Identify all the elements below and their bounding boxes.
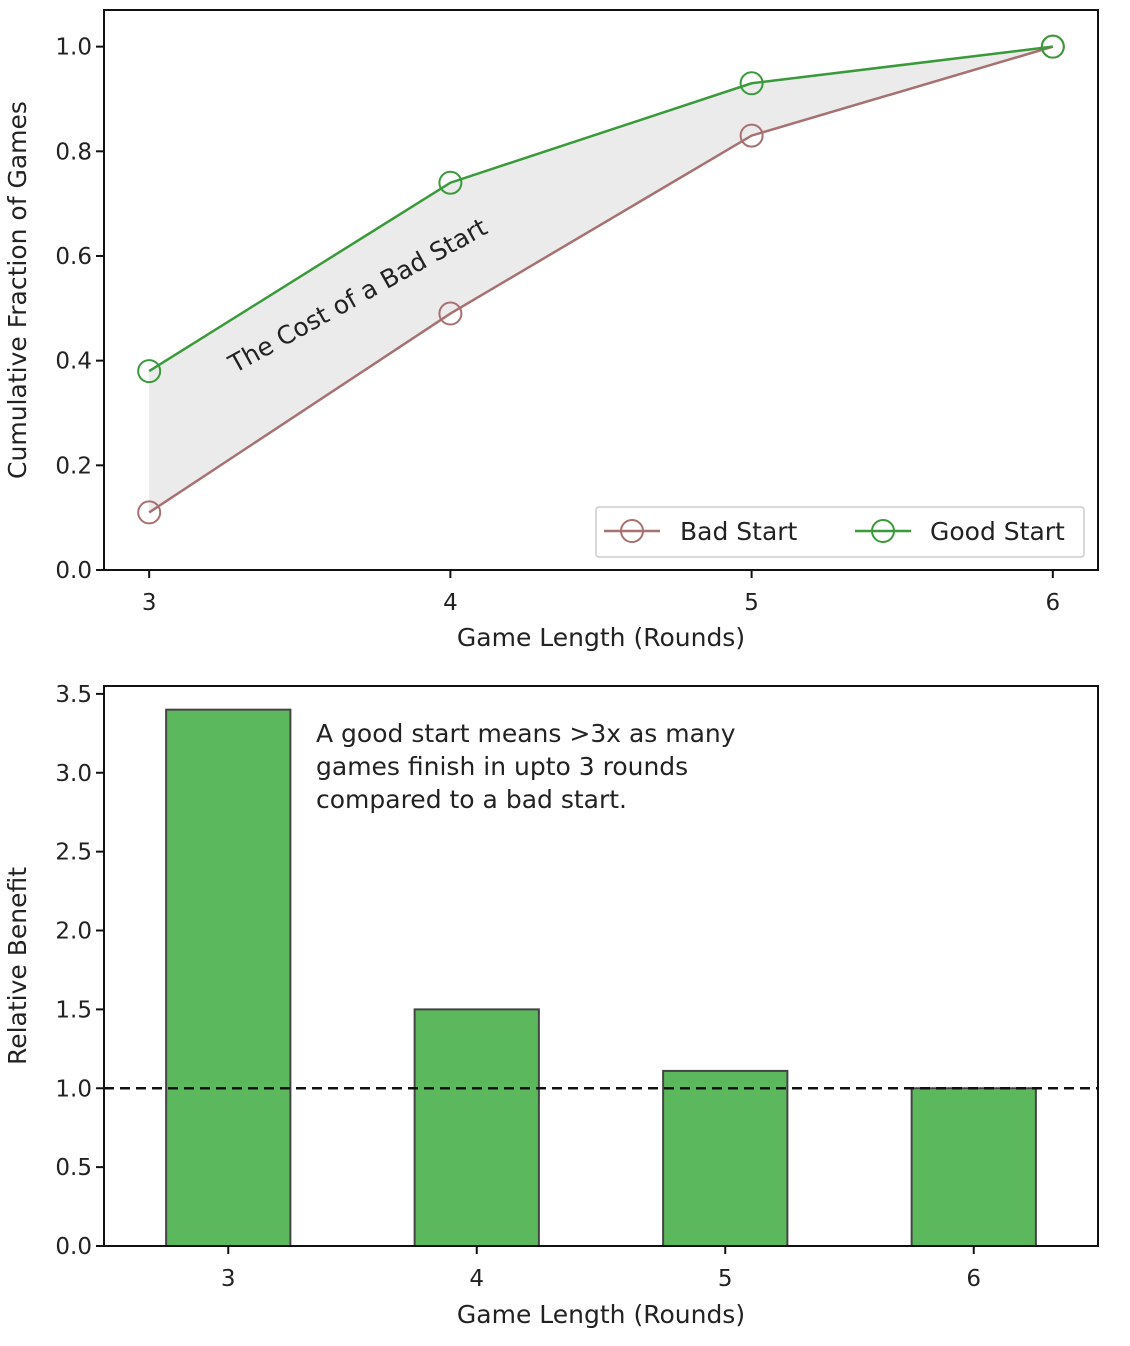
y-tick-label: 1.0 xyxy=(55,35,92,61)
bottom-axes-frame xyxy=(103,685,1099,1247)
bad-start-point xyxy=(137,500,162,525)
top-plot-area xyxy=(137,34,1065,525)
good-start-point xyxy=(137,359,162,384)
bottom-y-axis-label: Relative Benefit xyxy=(3,867,32,1065)
bottom-x-axis-label: Game Length (Rounds) xyxy=(457,1300,745,1329)
y-tick-label: 0.0 xyxy=(55,558,92,584)
y-tick-label: 0.4 xyxy=(55,349,92,375)
y-tick-label: 3.5 xyxy=(55,682,92,708)
bottom-plot-area xyxy=(104,708,1098,1248)
top-x-ticks: 3 4 5 6 xyxy=(142,570,1060,616)
bar-6 xyxy=(910,1087,1037,1248)
good-start-line xyxy=(148,45,1053,373)
x-tick-label: 4 xyxy=(469,1266,484,1292)
annotation-line-2: games finish in upto 3 rounds xyxy=(316,752,688,781)
y-tick-label: 2.5 xyxy=(55,840,92,866)
top-y-axis-label: Cumulative Fraction of Games xyxy=(3,101,32,479)
good-start-point xyxy=(1040,34,1065,59)
bad-start-line xyxy=(148,45,1054,514)
legend-good-start-marker xyxy=(871,519,895,543)
top-y-ticks: 0.0 0.2 0.4 0.6 0.8 1.0 xyxy=(55,35,104,584)
legend-entry-good-start: Good Start xyxy=(855,517,1065,546)
cumulative-fraction-chart: 0.0 0.2 0.4 0.6 0.8 1.0 3 4 5 6 Game Length (Rou… xyxy=(3,9,1099,652)
y-tick-label: 3.0 xyxy=(55,761,92,787)
y-tick-label: 0.5 xyxy=(55,1155,92,1181)
bar-4 xyxy=(413,1008,540,1248)
legend-bad-start-marker xyxy=(620,519,644,543)
bottom-x-ticks: 3 4 5 6 xyxy=(221,1246,981,1292)
legend-frame xyxy=(595,506,1085,558)
x-tick-label: 3 xyxy=(221,1266,236,1292)
top-x-axis-label: Game Length (Rounds) xyxy=(457,623,745,652)
y-tick-label: 0.2 xyxy=(55,453,92,479)
bottom-annotation: A good start means >3x as many games fin… xyxy=(316,719,736,814)
good-start-point xyxy=(739,71,764,96)
legend-entry-bad-start: Bad Start xyxy=(604,517,798,546)
x-tick-label: 3 xyxy=(142,590,157,616)
bad-start-point xyxy=(438,301,463,326)
bad-start-point xyxy=(739,123,764,148)
x-tick-label: 6 xyxy=(966,1266,981,1292)
good-start-point xyxy=(438,170,463,195)
y-tick-label: 0.0 xyxy=(55,1234,92,1260)
y-tick-label: 0.6 xyxy=(55,244,92,270)
annotation-line-3: compared to a bad start. xyxy=(316,785,627,814)
legend-good-start-label: Good Start xyxy=(930,517,1065,546)
bar-5 xyxy=(662,1069,789,1247)
y-tick-label: 2.0 xyxy=(55,919,92,945)
bottom-y-ticks: 0.0 0.5 1.0 1.5 2.0 2.5 3.0 3.5 xyxy=(55,682,104,1260)
bar-3 xyxy=(165,708,292,1247)
legend-bad-start-label: Bad Start xyxy=(680,517,798,546)
x-tick-label: 4 xyxy=(443,590,458,616)
cost-fill-region xyxy=(149,46,1053,513)
top-axes-frame xyxy=(103,9,1099,571)
y-tick-label: 1.5 xyxy=(55,997,92,1023)
y-tick-label: 1.0 xyxy=(55,1076,92,1102)
annotation-line-1: A good start means >3x as many xyxy=(316,719,736,748)
y-tick-label: 0.8 xyxy=(55,139,92,165)
x-tick-label: 5 xyxy=(744,590,759,616)
relative-benefit-chart: 0.0 0.5 1.0 1.5 2.0 2.5 3.0 3.5 3 4 5 6 Game Lengt… xyxy=(3,682,1099,1329)
top-legend: Bad Start Good Start xyxy=(595,506,1085,558)
x-tick-label: 5 xyxy=(718,1266,733,1292)
x-tick-label: 6 xyxy=(1045,590,1060,616)
